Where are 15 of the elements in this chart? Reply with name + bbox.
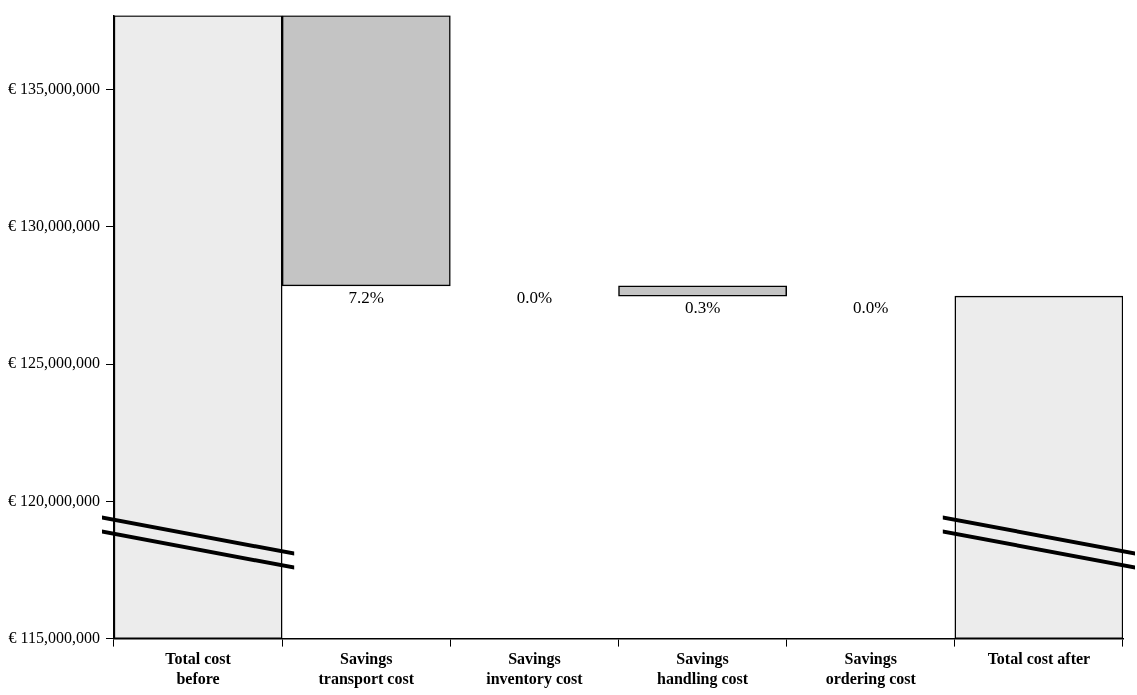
- x-tick-label: Total cost after: [987, 650, 1091, 668]
- x-tick-label: Savings ordering cost: [825, 650, 917, 688]
- annotation: 0.0%: [853, 298, 889, 318]
- y-tick-label: € 125,000,000: [8, 354, 100, 372]
- y-tick-label: € 115,000,000: [8, 628, 100, 646]
- annotation: 0.0%: [516, 287, 553, 307]
- y-tick-label: € 135,000,000: [8, 79, 100, 97]
- x-tick-label: Total cost before: [165, 650, 232, 687]
- annotation: 0.3%: [684, 298, 721, 318]
- y-tick-label: € 130,000,000: [8, 217, 100, 235]
- annotation: 7.2%: [348, 287, 384, 307]
- x-tick-label: Savings transport cost: [318, 650, 415, 688]
- x-tick-label: Savings handling cost: [657, 650, 749, 688]
- x-tick-label: Savings inventory cost: [486, 650, 584, 688]
- y-tick-label: € 120,000,000: [8, 491, 100, 509]
